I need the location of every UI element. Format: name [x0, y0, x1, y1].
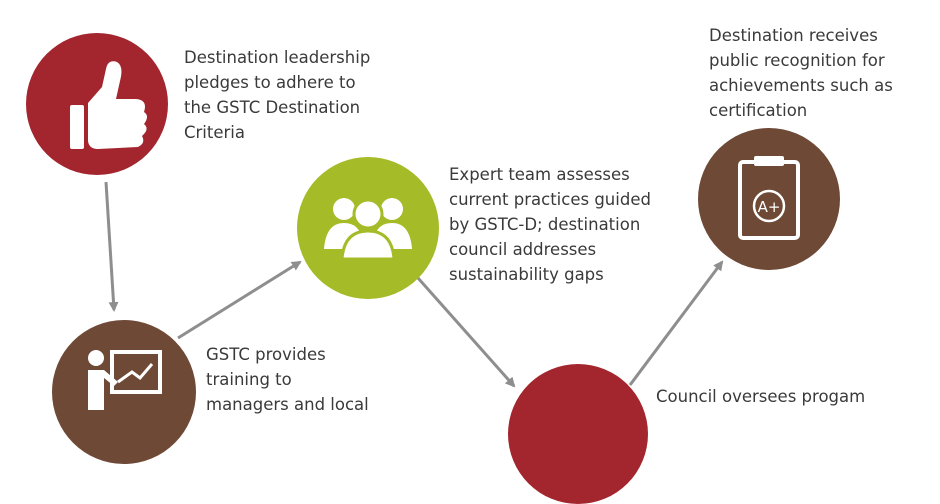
- arrow-assessment-to-oversight: [416, 277, 516, 388]
- step-recognition-circle: A+: [698, 128, 840, 270]
- gstc-process-diagram: Destination leadership pledges to adhere…: [26, 26, 893, 504]
- grade-text: A+: [758, 198, 781, 216]
- teacher-board-icon: [88, 350, 162, 410]
- team-icon: [324, 198, 412, 261]
- step-oversight-text: Council oversees progam: [656, 387, 866, 406]
- step-pledge-circle: [26, 33, 168, 175]
- step-assessment-text: Expert team assesses current practices g…: [449, 165, 651, 284]
- clipboard-grade-icon: A+: [738, 156, 800, 240]
- arrow-pledge-to-training: [104, 181, 119, 312]
- step-recognition-text: Destination receives public recognition …: [709, 26, 893, 120]
- step-assessment-circle: [297, 157, 439, 299]
- step-training-circle: [52, 320, 196, 464]
- step-training-text: GSTC provides training to managers and l…: [206, 345, 369, 414]
- flow-arrows: [104, 181, 724, 388]
- arrow-training-to-assessment: [177, 260, 302, 340]
- thumbs-up-icon: [70, 61, 147, 149]
- arrow-oversight-to-recognition: [628, 260, 724, 386]
- step-pledge-text: Destination leadership pledges to adhere…: [184, 48, 371, 142]
- step-oversight-circle: [508, 364, 648, 504]
